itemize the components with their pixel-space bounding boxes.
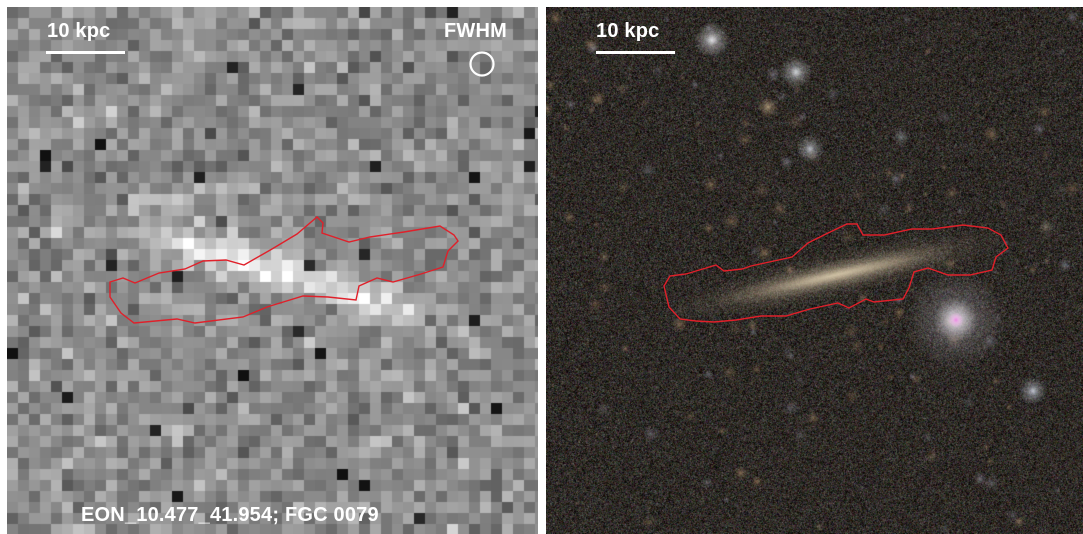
fwhm-label: FWHM [444, 20, 507, 42]
object-caption: EON_10.477_41.954; FGC 0079 [81, 504, 379, 526]
fwhm-circle-icon [469, 51, 495, 77]
optical-image-panel: 10 kpc [546, 7, 1083, 534]
hi-contour-left [109, 216, 459, 324]
scale-bar-right [596, 51, 675, 54]
left-overlay [109, 51, 495, 324]
hi-contour-right [663, 223, 1009, 323]
scale-label-left: 10 kpc [47, 20, 111, 42]
right-overlay [663, 223, 1009, 323]
hi-map-panel: 10 kpc FWHM EON_10.477_41.954; FGC 0079 [7, 7, 538, 534]
scale-bar-left [46, 51, 125, 54]
scale-label-right: 10 kpc [596, 20, 660, 42]
hi-intensity-map [7, 7, 538, 534]
optical-color-image [546, 7, 1083, 534]
